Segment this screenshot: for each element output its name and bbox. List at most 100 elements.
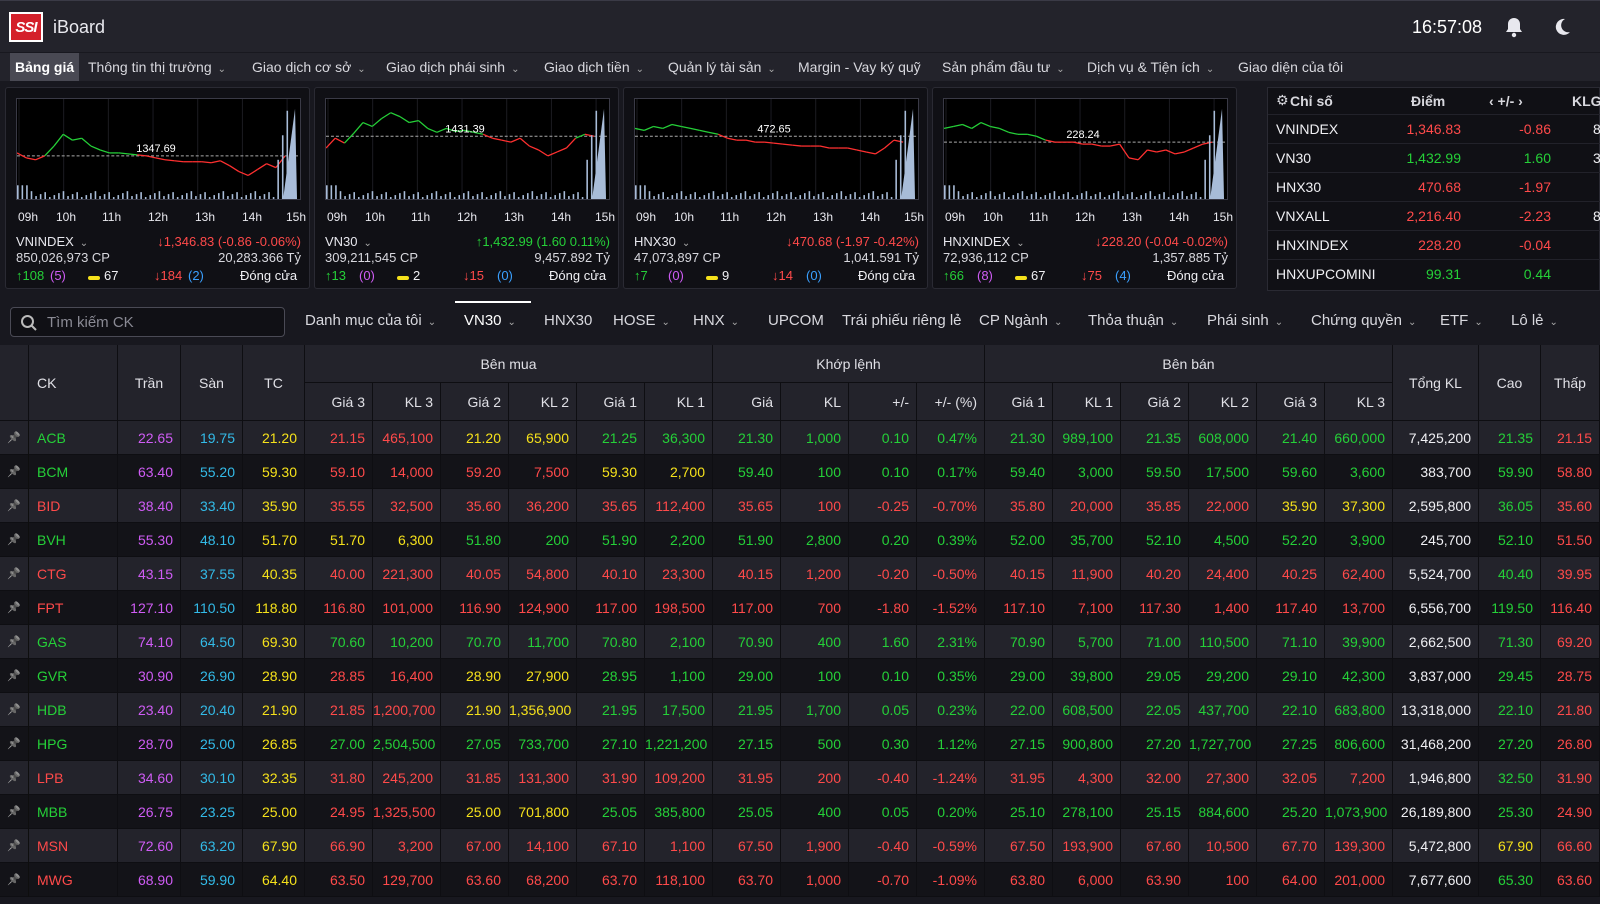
- tab-6[interactable]: Trái phiếu riêng lẻ: [842, 312, 962, 329]
- menu-item-2[interactable]: Giao dịch cơ sở ⌄: [252, 53, 366, 81]
- pin-icon[interactable]: 📌: [0, 659, 29, 693]
- volume-bar: [330, 185, 333, 199]
- symbol-cell[interactable]: ACB: [29, 421, 118, 455]
- tab-11[interactable]: ETF ⌄: [1440, 312, 1483, 329]
- volume-bar: [1094, 194, 1097, 199]
- symbol-cell[interactable]: MBB: [29, 795, 118, 829]
- pin-icon[interactable]: 📌: [0, 727, 29, 761]
- index-card-vnindex[interactable]: 1347.69 09h 10h 11h 12h 13h 14h 15h VNINDEX ⌄ ↓1,3…: [5, 87, 310, 289]
- table-row[interactable]: 📌 FPT 127.10 110.50 118.80 116.80 101,000 116.9…: [0, 591, 1600, 625]
- tab-8[interactable]: Thỏa thuận ⌄: [1088, 312, 1178, 329]
- menu-item-4[interactable]: Giao dịch tiền ⌄: [544, 53, 644, 81]
- table-row[interactable]: 📌 HPG 28.70 25.00 26.85 27.00 2,504,500 27.05 73…: [0, 727, 1600, 761]
- table-row[interactable]: 📌 BID 38.40 33.40 35.90 35.55 32,500 35.60 36,20…: [0, 489, 1600, 523]
- tab-7[interactable]: CP Ngành ⌄: [979, 312, 1062, 329]
- pin-icon[interactable]: 📌: [0, 625, 29, 659]
- table-row[interactable]: 📌 BVH 55.30 48.10 51.70 51.70 6,300 51.80 200 51.…: [0, 523, 1600, 557]
- index-name[interactable]: HNXINDEX ⌄: [943, 234, 1025, 249]
- symbol-cell[interactable]: BID: [29, 489, 118, 523]
- pin-icon[interactable]: 📌: [0, 489, 29, 523]
- menu-item-9[interactable]: Giao diện của tôi: [1238, 53, 1343, 81]
- pin-icon[interactable]: 📌: [0, 863, 29, 897]
- pin-icon[interactable]: 📌: [0, 591, 29, 625]
- price-cell: -0.70%: [917, 489, 985, 523]
- menu-item-1[interactable]: Thông tin thị trường ⌄: [88, 53, 226, 81]
- index-panel-row[interactable]: HNXUPCOMINI 99.31 0.44: [1268, 259, 1600, 288]
- price-cell: 30.10: [181, 761, 243, 795]
- bell-icon[interactable]: [1504, 16, 1524, 38]
- tab-1[interactable]: VN30 ⌄: [464, 312, 516, 329]
- table-row[interactable]: 📌 ACB 22.65 19.75 21.20 21.15 465,100 21.20 65,9…: [0, 421, 1600, 455]
- ssi-logo[interactable]: SSI: [9, 12, 43, 42]
- tab-5[interactable]: UPCOM: [768, 312, 824, 329]
- table-row[interactable]: 📌 HDB 23.40 20.40 21.90 21.85 1,200,700 21.90 1,…: [0, 693, 1600, 727]
- table-row[interactable]: 📌 LPB 34.60 30.10 32.35 31.80 245,200 31.85 131,…: [0, 761, 1600, 795]
- volume-bar: [971, 192, 973, 199]
- tab-3[interactable]: HOSE ⌄: [613, 312, 670, 329]
- index-name[interactable]: VNINDEX ⌄: [16, 234, 88, 249]
- symbol-cell[interactable]: GAS: [29, 625, 118, 659]
- symbol-cell[interactable]: LPB: [29, 761, 118, 795]
- index-panel-row[interactable]: HNX30 470.68 -1.97: [1268, 172, 1600, 201]
- pin-icon[interactable]: 📌: [0, 693, 29, 727]
- volume-bar: [1144, 193, 1147, 199]
- header-sub-2: Giá 2: [441, 383, 509, 421]
- volume-bar: [563, 191, 566, 199]
- gear-icon[interactable]: ⚙: [1276, 92, 1289, 108]
- index-card-vn30[interactable]: 1431.39 09h 10h 11h 12h 13h 14h 15h VN30 ⌄ ↑1,432.…: [314, 87, 619, 289]
- pin-icon[interactable]: 📌: [0, 829, 29, 863]
- index-panel-row[interactable]: HNXINDEX 228.20 -0.04: [1268, 230, 1600, 259]
- symbol-cell[interactable]: HPG: [29, 727, 118, 761]
- symbol-cell[interactable]: CTG: [29, 557, 118, 591]
- header-sub-0: Giá 3: [305, 383, 373, 421]
- stat-nc: 67: [104, 268, 119, 283]
- symbol-cell[interactable]: MSN: [29, 829, 118, 863]
- pin-icon[interactable]: 📌: [0, 421, 29, 455]
- index-panel-row[interactable]: VNXALL 2,216.40 -2.23 8: [1268, 201, 1600, 230]
- index-name[interactable]: VN30 ⌄: [325, 234, 372, 249]
- menu-item-7[interactable]: Sản phẩm đầu tư ⌄: [942, 53, 1065, 81]
- symbol-cell[interactable]: MWG: [29, 863, 118, 897]
- tab-10[interactable]: Chứng quyền ⌄: [1311, 312, 1416, 329]
- pin-icon[interactable]: 📌: [0, 795, 29, 829]
- search-input[interactable]: [47, 312, 277, 332]
- stat-down: ↓15: [463, 268, 484, 283]
- price-cell: 2,662,500: [1393, 625, 1479, 659]
- menu-item-3[interactable]: Giao dịch phái sinh ⌄: [386, 53, 519, 81]
- volume-bar: [408, 196, 410, 199]
- tab-9[interactable]: Phái sinh ⌄: [1207, 312, 1283, 329]
- tab-4[interactable]: HNX ⌄: [693, 312, 739, 329]
- menu-item-5[interactable]: Quản lý tài sản ⌄: [668, 53, 776, 81]
- table-row[interactable]: 📌 MSN 72.60 63.20 67.90 66.90 3,200 67.00 14,100…: [0, 829, 1600, 863]
- symbol-cell[interactable]: BCM: [29, 455, 118, 489]
- symbol-cell[interactable]: BVH: [29, 523, 118, 557]
- table-row[interactable]: 📌 CTG 43.15 37.55 40.35 40.00 221,300 40.05 54,8…: [0, 557, 1600, 591]
- index-card-hnxindex[interactable]: 228.24 09h 10h 11h 12h 13h 14h 15h HNXINDEX ⌄ ↓228…: [932, 87, 1237, 289]
- symbol-cell[interactable]: HDB: [29, 693, 118, 727]
- table-row[interactable]: 📌 MBB 26.75 23.25 25.00 24.95 1,325,500 25.00 70…: [0, 795, 1600, 829]
- table-row[interactable]: 📌 GVR 30.90 26.90 28.90 28.85 16,400 28.90 27,90…: [0, 659, 1600, 693]
- tab-2[interactable]: HNX30: [544, 312, 592, 329]
- index-panel-row[interactable]: VNINDEX 1,346.83 -0.86 8: [1268, 114, 1600, 143]
- price-cell: 29.45: [1479, 659, 1541, 693]
- price-cell: 1.12%: [917, 727, 985, 761]
- pin-icon[interactable]: 📌: [0, 523, 29, 557]
- search-box[interactable]: [10, 307, 285, 337]
- menu-item-6[interactable]: Margin - Vay ký quỹ: [798, 53, 921, 81]
- table-row[interactable]: 📌 MWG 68.90 59.90 64.40 63.50 129,700 63.60 68,2…: [0, 863, 1600, 897]
- pin-icon[interactable]: 📌: [0, 557, 29, 591]
- symbol-cell[interactable]: GVR: [29, 659, 118, 693]
- table-row[interactable]: 📌 BCM 63.40 55.20 59.30 59.10 14,000 59.20 7,500…: [0, 455, 1600, 489]
- index-card-hnx30[interactable]: 472.65 09h 10h 11h 12h 13h 14h 15h HNX30 ⌄ ↓470.68…: [623, 87, 928, 289]
- index-panel-row[interactable]: VN30 1,432.99 1.60 3: [1268, 143, 1600, 172]
- tab-0[interactable]: Danh mục của tôi ⌄: [305, 312, 436, 329]
- symbol-cell[interactable]: FPT: [29, 591, 118, 625]
- table-row[interactable]: 📌 GAS 74.10 64.50 69.30 70.60 10,200 70.70 11,70…: [0, 625, 1600, 659]
- menu-item-8[interactable]: Dịch vụ & Tiện ích ⌄: [1087, 53, 1214, 81]
- pin-icon[interactable]: 📌: [0, 455, 29, 489]
- tab-12[interactable]: Lô lẻ ⌄: [1511, 312, 1558, 329]
- pin-icon[interactable]: 📌: [0, 761, 29, 795]
- index-name[interactable]: HNX30 ⌄: [634, 234, 690, 249]
- moon-icon[interactable]: [1552, 16, 1572, 38]
- menu-item-0[interactable]: Bảng giá: [10, 53, 80, 81]
